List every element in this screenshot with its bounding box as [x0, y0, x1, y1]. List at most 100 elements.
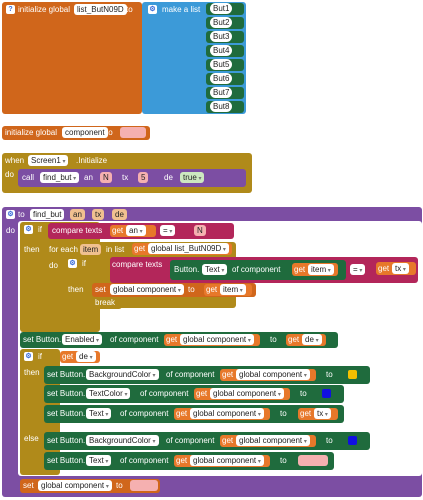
get-tx-block[interactable]: get tx	[298, 408, 338, 420]
var-dropdown[interactable]: global component	[38, 480, 112, 491]
get-gcomp-block[interactable]: get global component	[174, 455, 270, 467]
of-label: of component	[110, 335, 159, 344]
empty-text-field[interactable]	[130, 480, 158, 491]
get-de-cond[interactable]: get de	[60, 351, 100, 363]
event-label: .Initialize	[76, 156, 108, 165]
de-dropdown[interactable]: de	[302, 334, 322, 345]
gcomp-dropdown[interactable]: global component	[190, 455, 264, 466]
screen-dropdown[interactable]: Screen1	[28, 155, 69, 166]
gcomp-dropdown[interactable]: global component	[236, 369, 310, 380]
break-block[interactable]: break	[92, 297, 122, 309]
get-item-block[interactable]: get item	[204, 284, 252, 296]
gcomp-dropdown[interactable]: global component	[190, 408, 264, 419]
compare-label: compare texts	[112, 260, 163, 269]
list-item[interactable]: But2	[206, 17, 244, 29]
item-var[interactable]: item	[80, 244, 102, 255]
set-text-color-blue[interactable]: set Button. TextColor of component get g…	[44, 385, 344, 403]
setbtn-label: set Button.	[47, 436, 86, 445]
get-tx-block[interactable]: get tx	[376, 262, 416, 275]
item-dropdown[interactable]: item	[308, 264, 334, 275]
op-dropdown-2[interactable]: =	[350, 264, 366, 275]
empty-text-field[interactable]	[120, 127, 146, 138]
tx-dropdown[interactable]: tx	[314, 408, 331, 419]
compare-texts-block-2[interactable]: compare texts Button. Text of component …	[110, 257, 418, 283]
param-an[interactable]: an	[70, 209, 85, 220]
list-item[interactable]: But7	[206, 87, 244, 99]
get-gcomp-block[interactable]: get global component	[174, 408, 270, 420]
color-swatch-yellow[interactable]	[348, 370, 357, 379]
do-label: do	[6, 226, 15, 235]
compare-texts-block[interactable]: compare texts get an = N	[48, 223, 234, 239]
item-text: But3	[210, 31, 233, 42]
an-dropdown[interactable]: an	[126, 225, 146, 236]
set-global-component-empty[interactable]: set global component to	[20, 479, 160, 493]
gcomp-dropdown[interactable]: global component	[236, 435, 310, 446]
an-label: an	[84, 173, 93, 182]
de-value[interactable]: true	[180, 172, 205, 183]
of-label: of component	[120, 409, 169, 418]
set-bg-color-yellow[interactable]: set Button. BackgroundColor of component…	[44, 366, 370, 384]
setbtn-label: set Button.	[47, 456, 86, 465]
gear-icon[interactable]: ⚙	[148, 5, 157, 14]
get-gcomp-block[interactable]: get global component	[164, 334, 260, 346]
list-item[interactable]: But5	[206, 59, 244, 71]
text-dropdown[interactable]: Text	[86, 408, 112, 419]
get-item-block[interactable]: get item	[292, 263, 338, 276]
text-dropdown[interactable]: Text	[86, 455, 112, 466]
gear-icon[interactable]: ⚙	[68, 259, 77, 268]
init-global-list-block[interactable]: ? initialize global list_ButN09D to	[2, 2, 142, 114]
get-gcomp-block[interactable]: get global component	[194, 388, 290, 400]
tc-dropdown[interactable]: TextColor	[86, 388, 131, 399]
get-de-block[interactable]: get de	[286, 334, 326, 346]
de-dropdown[interactable]: de	[76, 351, 96, 362]
bg-dropdown[interactable]: BackgroundColor	[86, 369, 159, 380]
gear-icon[interactable]: ⚙	[6, 210, 15, 219]
call-find-but-block[interactable]: call find_but an N tx 5 de true	[18, 169, 246, 187]
list-item[interactable]: But1	[206, 3, 244, 15]
to-label: to	[116, 481, 123, 490]
color-swatch-blue[interactable]	[348, 436, 357, 445]
an-value[interactable]: N	[100, 172, 112, 183]
var-dropdown[interactable]: global component	[110, 284, 184, 295]
set-text-tx[interactable]: set Button. Text of component get global…	[44, 405, 344, 423]
get-an-block[interactable]: get an	[110, 225, 156, 237]
gear-icon[interactable]: ⚙	[24, 225, 33, 234]
n-text[interactable]: N	[194, 225, 206, 236]
set-global-component-item[interactable]: set global component to get item	[92, 283, 256, 297]
param-tx[interactable]: tx	[92, 209, 105, 220]
gear-icon[interactable]: ⚙	[24, 352, 33, 361]
component-name-field[interactable]: component	[62, 127, 108, 138]
enabled-dropdown[interactable]: Enabled	[62, 334, 103, 345]
item-dropdown[interactable]: item	[220, 284, 246, 295]
help-icon[interactable]: ?	[6, 5, 15, 14]
button-text-of-component[interactable]: Button. Text of component get item	[170, 260, 346, 280]
color-swatch-blue[interactable]	[322, 389, 331, 398]
bg-dropdown[interactable]: BackgroundColor	[86, 435, 159, 446]
gcomp-dropdown[interactable]: global component	[180, 334, 254, 345]
init-label: initialize global	[18, 5, 71, 14]
list-name-field[interactable]: list_ButN09D	[74, 4, 127, 15]
tx-dropdown[interactable]: tx	[392, 263, 409, 274]
empty-text-field[interactable]	[298, 455, 328, 466]
proc-name-field[interactable]: find_but	[30, 209, 65, 220]
get-gcomp-block[interactable]: get global component	[220, 369, 316, 381]
to-label: to	[326, 436, 333, 445]
set-enabled-block[interactable]: set Button. Enabled of component get glo…	[20, 332, 338, 348]
tx-value[interactable]: 5	[138, 172, 149, 183]
text-prop-dropdown[interactable]: Text	[202, 264, 228, 275]
gcomp-dropdown[interactable]: global component	[210, 388, 284, 399]
get-global-list-block[interactable]: get global list_ButN09D	[132, 243, 232, 255]
op-dropdown[interactable]: =	[160, 225, 176, 236]
init-global-component-block[interactable]: initialize global component to	[2, 126, 150, 140]
set-text-empty[interactable]: set Button. Text of component get global…	[44, 452, 334, 470]
set-bg-color-blue[interactable]: set Button. BackgroundColor of component…	[44, 432, 370, 450]
list-item[interactable]: But8	[206, 101, 244, 113]
proc-dropdown[interactable]: find_but	[40, 172, 80, 183]
param-de[interactable]: de	[112, 209, 127, 220]
list-dropdown[interactable]: global list_ButN09D	[148, 243, 229, 254]
get-label: get	[112, 226, 124, 235]
list-item[interactable]: But3	[206, 31, 244, 43]
get-gcomp-block[interactable]: get global component	[220, 435, 316, 447]
list-item[interactable]: But6	[206, 73, 244, 85]
list-item[interactable]: But4	[206, 45, 244, 57]
